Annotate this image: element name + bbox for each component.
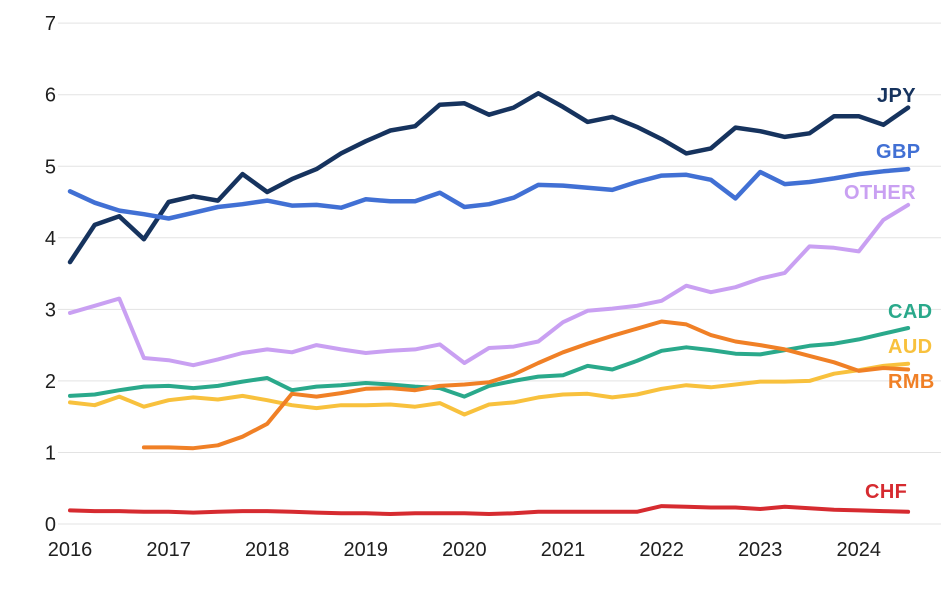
y-axis-tick-label-2: 2 [45,371,56,393]
series-line-cad [68,326,911,399]
series-line-aud [68,361,911,417]
y-axis-tick-label-0: 0 [45,514,56,536]
y-axis-tick-label-5: 5 [45,156,56,178]
x-axis-tick-label-2021: 2021 [541,539,586,561]
series-line-rmb [141,319,911,451]
x-axis-tick-label-2016: 2016 [48,539,93,561]
x-axis-tick-label-2020: 2020 [442,539,487,561]
series-line-gbp [67,166,911,221]
series-line-jpy [67,91,911,265]
y-axis-tick-label-6: 6 [45,85,56,107]
y-axis-tick-label-3: 3 [45,299,56,321]
x-axis-tick-label-2023: 2023 [738,539,783,561]
series-label-gbp: GBP [876,141,921,163]
series-label-jpy: JPY [877,85,917,107]
x-axis-tick-label-2018: 2018 [245,539,290,561]
series-label-cad: CAD [888,301,933,323]
x-axis-tick-label-2022: 2022 [639,539,684,561]
series-label-rmb: RMB [888,371,935,393]
x-axis-tick-label-2024: 2024 [837,539,882,561]
series-line-chf [68,504,911,516]
series-label-other: OTHER [844,182,916,204]
x-axis-tick-label-2019: 2019 [344,539,389,561]
y-axis-tick-label-1: 1 [45,442,56,464]
series-label-chf: CHF [865,481,908,503]
y-axis-tick-label-4: 4 [45,228,56,250]
y-axis-tick-label-7: 7 [45,13,56,35]
series-label-aud: AUD [888,336,933,358]
series-line-other [68,202,911,368]
x-axis-tick-label-2017: 2017 [146,539,191,561]
